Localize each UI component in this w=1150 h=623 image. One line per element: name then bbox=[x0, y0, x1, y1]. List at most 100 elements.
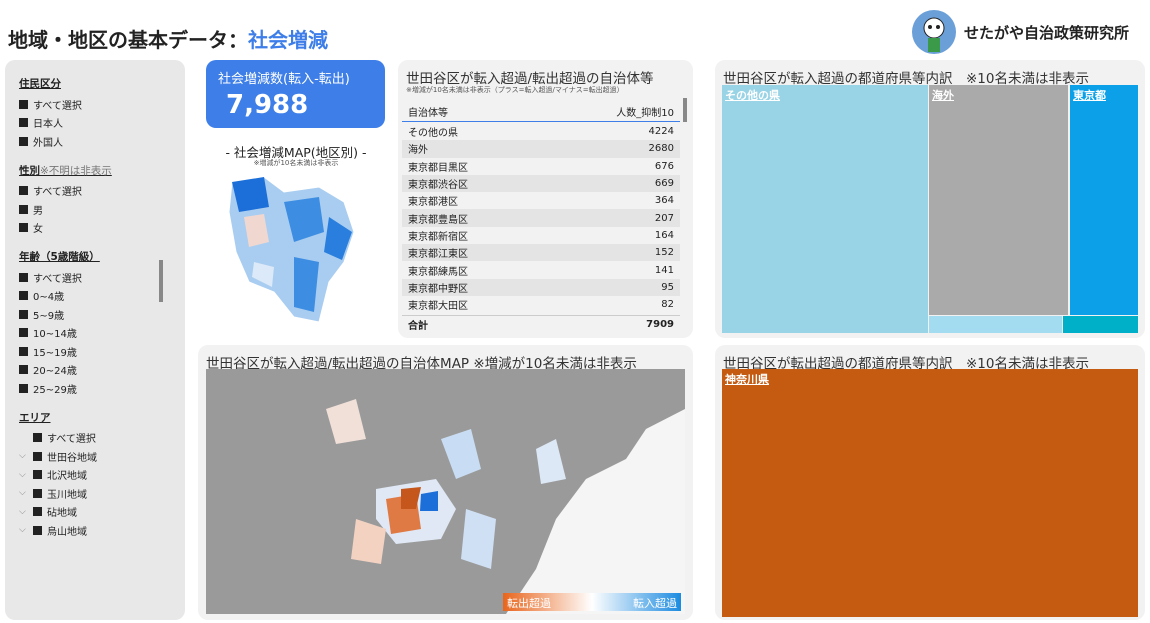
scrollbar bbox=[159, 260, 163, 302]
filter-label: 5~9歳 bbox=[33, 310, 65, 322]
filter-item[interactable]: すべて選択 bbox=[19, 268, 171, 287]
filter-section: 年齢（5歳階級） すべて選択 0~4歳 5~9歳 10~14歳 15~19歳 20~24歳 2… bbox=[19, 249, 171, 398]
filter-title: 住民区分 bbox=[19, 76, 171, 91]
table-row[interactable]: 東京都豊島区 207 bbox=[402, 209, 680, 227]
filter-label: 0~4歳 bbox=[33, 292, 65, 304]
filter-item[interactable]: 日本人 bbox=[19, 114, 171, 133]
filter-item[interactable]: すべて選択 bbox=[19, 429, 171, 448]
filter-item[interactable]: すべて選択 bbox=[19, 182, 171, 201]
table-total: 合計 7909 bbox=[402, 315, 680, 332]
checkbox bbox=[19, 383, 28, 393]
column-header[interactable]: 自治体等 bbox=[408, 108, 448, 119]
cell-value: 141 bbox=[654, 264, 674, 276]
checkbox bbox=[19, 99, 28, 109]
filter-label: 10~14歳 bbox=[33, 329, 77, 341]
filter-label: 烏山地域 bbox=[47, 526, 87, 538]
filter-item[interactable]: 0~4歳 bbox=[19, 287, 171, 306]
filter-item[interactable]: ⌵ 烏山地域 bbox=[19, 521, 171, 540]
table-row[interactable]: 東京都港区 364 bbox=[402, 192, 680, 210]
district-map-title: - 社会増減MAP(地区別) - bbox=[225, 145, 367, 160]
filter-title: 年齢（5歳階級） bbox=[19, 249, 171, 264]
checkbox bbox=[33, 451, 42, 461]
filter-item[interactable]: すべて選択 bbox=[19, 95, 171, 114]
checkbox bbox=[33, 470, 42, 480]
cell-value: 2680 bbox=[648, 143, 674, 155]
filter-section: エリア すべて選択 ⌵ 世田谷地域 ⌵ 北沢地域 ⌵ 玉川地域 ⌵ 砧地域 ⌵ 烏山地域 bbox=[19, 410, 171, 540]
map-legend: 転出超過 転入超過 bbox=[503, 593, 681, 611]
checkbox bbox=[19, 272, 28, 282]
brand-name: せたがや自治政策研究所 bbox=[964, 24, 1130, 42]
filter-label: 北沢地域 bbox=[47, 471, 87, 483]
cell-name: 東京都豊島区 bbox=[408, 214, 468, 226]
table-row[interactable]: 東京都大田区 82 bbox=[402, 295, 680, 314]
checkbox bbox=[19, 136, 28, 146]
table-note: ※増減が10名未満は非表示（プラス=転入超過/マイナス=転出超過） bbox=[406, 86, 624, 94]
table-row[interactable]: 東京都中野区 95 bbox=[402, 278, 680, 296]
checkbox bbox=[33, 488, 42, 498]
cell-value: 676 bbox=[654, 160, 674, 172]
title-highlight: 社会増減 bbox=[248, 28, 328, 52]
cell-value: 95 bbox=[661, 281, 674, 293]
treemap-tile[interactable]: その他の県 bbox=[722, 85, 928, 333]
cell-name: 東京都大田区 bbox=[408, 301, 468, 313]
district-map bbox=[228, 176, 355, 323]
filter-item[interactable]: 5~9歳 bbox=[19, 305, 171, 324]
filter-label: すべて選択 bbox=[33, 187, 82, 199]
filter-title: 性別※不明は非表示 bbox=[19, 163, 171, 178]
title-text: 地域・地区の基本データ： bbox=[8, 28, 248, 52]
cell-name: その他の県 bbox=[408, 128, 458, 140]
table-row[interactable]: 東京都江東区 152 bbox=[402, 244, 680, 262]
filter-item[interactable]: ⌵ 世田谷地域 bbox=[19, 447, 171, 466]
checkbox bbox=[19, 346, 28, 356]
table-row[interactable]: その他の県 4224 bbox=[402, 123, 680, 141]
checkbox bbox=[19, 291, 28, 301]
cell-value: 152 bbox=[654, 247, 674, 259]
legend-label: 転出超過 bbox=[507, 597, 551, 610]
filter-item[interactable]: ⌵ 砧地域 bbox=[19, 503, 171, 522]
filter-label: 外国人 bbox=[33, 137, 63, 149]
filter-item[interactable]: 25~29歳 bbox=[19, 379, 171, 398]
filter-label: 20~24歳 bbox=[33, 366, 77, 378]
filter-item[interactable]: 女 bbox=[19, 219, 171, 238]
table-row[interactable]: 海外 2680 bbox=[402, 140, 680, 158]
filter-label: すべて選択 bbox=[33, 273, 82, 285]
brand-logo bbox=[912, 10, 956, 54]
treemap-tile[interactable] bbox=[929, 316, 1062, 333]
filter-label: すべて選択 bbox=[33, 100, 82, 112]
table-row[interactable]: 東京都目黒区 676 bbox=[402, 157, 680, 175]
kpi-label: 社会増減数(転入-転出) bbox=[218, 72, 350, 87]
checkbox bbox=[33, 433, 42, 443]
cell-name: 東京都新宿区 bbox=[408, 231, 468, 243]
treemap-tile[interactable]: 海外 bbox=[929, 85, 1068, 315]
cell-value: 82 bbox=[661, 299, 674, 311]
district-map-note: ※増減が10名未満は非表示 bbox=[253, 159, 339, 167]
treemap-tile[interactable] bbox=[1063, 316, 1138, 333]
checkbox bbox=[33, 525, 42, 535]
filter-item[interactable]: ⌵ 北沢地域 bbox=[19, 466, 171, 485]
checkbox bbox=[19, 118, 28, 128]
cell-name: 東京都渋谷区 bbox=[408, 180, 468, 192]
filter-item[interactable]: ⌵ 玉川地域 bbox=[19, 484, 171, 503]
table-card: 世田谷区が転入超過/転出超過の自治体等 ※増減が10名未満は非表示（プラス=転入… bbox=[398, 60, 693, 338]
treemap-tile[interactable]: 東京都 bbox=[1070, 85, 1138, 315]
table-row[interactable]: 東京都渋谷区 669 bbox=[402, 174, 680, 193]
filter-item[interactable]: 外国人 bbox=[19, 132, 171, 151]
filter-item[interactable]: 15~19歳 bbox=[19, 342, 171, 361]
filter-section: 住民区分すべて選択日本人外国人 bbox=[19, 76, 171, 151]
cell-value: 4224 bbox=[648, 126, 674, 138]
table-row[interactable]: 東京都新宿区 164 bbox=[402, 226, 680, 245]
expand-chevron: ⌵ bbox=[19, 506, 26, 517]
table-row[interactable]: 東京都練馬区 141 bbox=[402, 261, 680, 279]
filter-title-text: エリア bbox=[19, 411, 51, 424]
filter-label: 日本人 bbox=[33, 119, 63, 131]
filter-item[interactable]: 10~14歳 bbox=[19, 324, 171, 343]
cell-value: 669 bbox=[654, 178, 674, 190]
filter-item[interactable]: 20~24歳 bbox=[19, 361, 171, 380]
cell-value: 207 bbox=[654, 212, 674, 224]
treemap-tile[interactable]: 神奈川県 bbox=[722, 369, 1138, 617]
filter-label: すべて選択 bbox=[47, 434, 96, 446]
filter-label: 25~29歳 bbox=[33, 384, 77, 396]
filter-item[interactable]: 男 bbox=[19, 200, 171, 219]
filter-title-text: 年齢（5歳階級） bbox=[19, 251, 100, 263]
column-header[interactable]: 人数_抑制10 bbox=[616, 108, 674, 119]
